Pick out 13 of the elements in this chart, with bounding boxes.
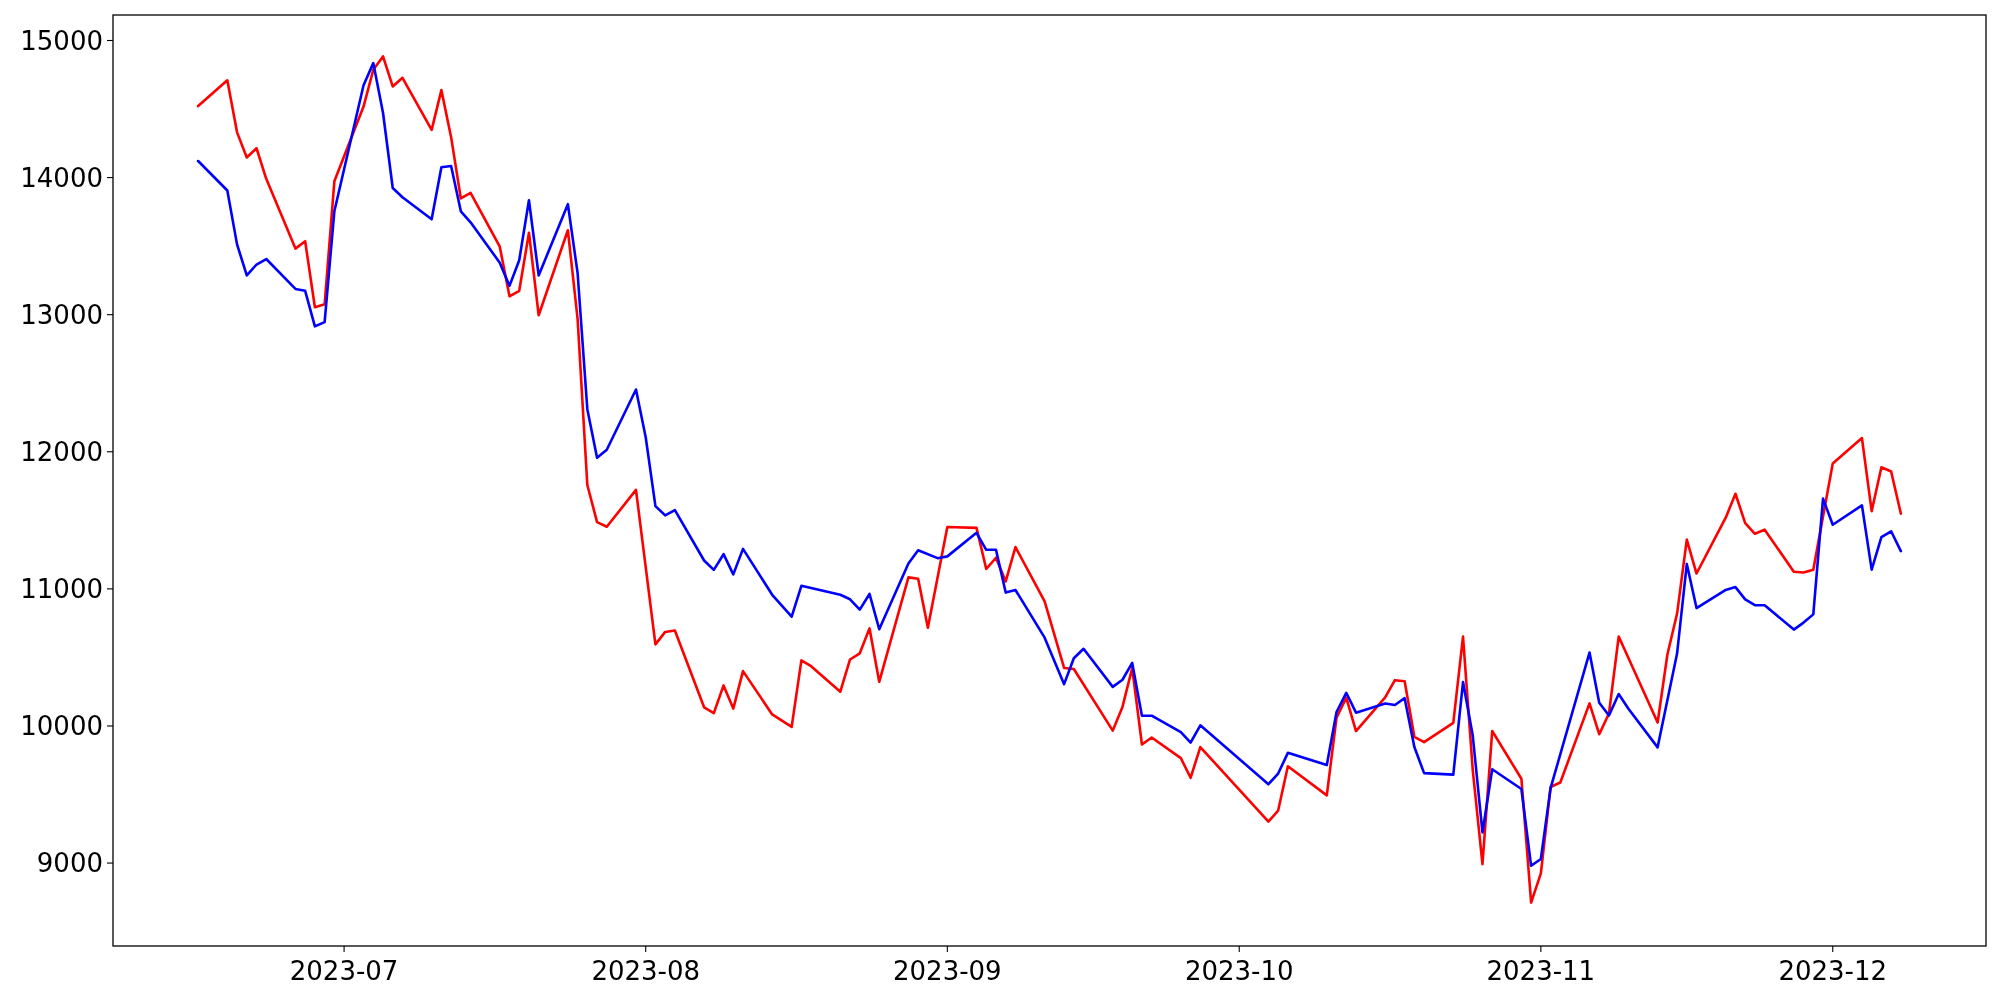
y-tick-label: 12000 xyxy=(20,436,103,467)
y-tick-label: 9000 xyxy=(36,848,103,879)
y-tick-label: 11000 xyxy=(20,573,103,604)
x-tick-label: 2023-08 xyxy=(591,956,701,986)
x-tick-label: 2023-09 xyxy=(893,956,1002,986)
y-tick-label: 10000 xyxy=(20,711,103,742)
x-tick-label: 2023-10 xyxy=(1184,956,1294,986)
x-tick-label: 2023-12 xyxy=(1778,956,1888,986)
y-tick-label: 15000 xyxy=(20,25,103,56)
y-tick-label: 14000 xyxy=(20,162,103,193)
x-tick-label: 2023-11 xyxy=(1486,956,1596,986)
y-tick-label: 13000 xyxy=(20,299,103,330)
x-tick-label: 2023-07 xyxy=(289,956,399,986)
